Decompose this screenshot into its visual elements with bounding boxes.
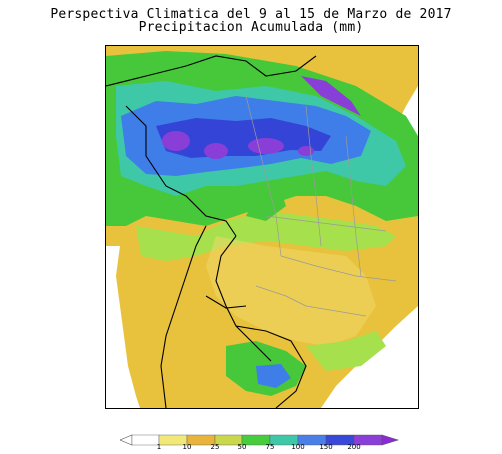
colorbar-tick-10: 10 — [182, 443, 192, 451]
precipitation-map — [105, 45, 419, 409]
map-title: Perspectiva Climatica del 9 al 15 de Mar… — [0, 8, 502, 34]
rain-green-patch — [246, 191, 286, 221]
rain-core-para — [298, 146, 314, 156]
map-canvas — [106, 46, 418, 408]
rain-core-west — [162, 131, 190, 151]
rain-core-amapa — [301, 76, 361, 116]
country-borders — [106, 55, 317, 408]
rain-core-central — [204, 143, 228, 159]
pacific-ocean — [106, 246, 140, 408]
state-borders — [245, 95, 397, 317]
rain-core-east — [248, 138, 284, 154]
rain-southeast-green — [306, 331, 386, 371]
colorbar-arrow-right — [381, 434, 400, 446]
colorbar-tick-25: 25 — [210, 443, 220, 451]
colorbar-tick-200: 200 — [347, 443, 361, 451]
rain-south-blue — [256, 364, 291, 388]
title-line-1: Perspectiva Climatica del 9 al 15 de Mar… — [50, 7, 452, 22]
colorbar-svg — [119, 434, 400, 446]
rain-light-green-belt — [136, 211, 396, 261]
colorbar-bin-1 — [131, 434, 160, 446]
colorbar-arrow-left — [119, 434, 133, 446]
colorbar-tick-100: 100 — [291, 443, 305, 451]
rain-dark-blue-zone — [156, 118, 331, 158]
colorbar-tick-50: 50 — [237, 443, 247, 451]
dry-central-zone — [206, 236, 376, 346]
colorbar-tick-75: 75 — [265, 443, 275, 451]
colorbar-tick-1: 1 — [156, 443, 162, 451]
precipitation-colorbar: 1 10 25 50 75 100 150 200 — [119, 431, 410, 451]
title-line-2: Precipitacion Acumulada (mm) — [138, 20, 364, 35]
colorbar-tick-150: 150 — [319, 443, 333, 451]
